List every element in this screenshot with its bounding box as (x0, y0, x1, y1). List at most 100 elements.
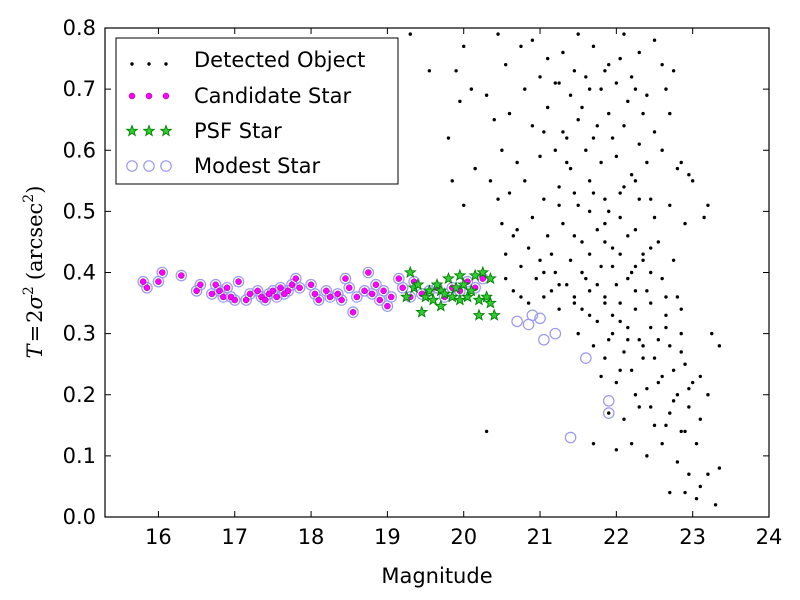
data-point (649, 246, 653, 250)
data-point (353, 293, 361, 301)
data-point (395, 275, 403, 282)
data-point (411, 277, 425, 291)
data-point (698, 417, 703, 421)
x-tick-label: 22 (603, 525, 630, 549)
y-tick-label: 0.7 (63, 77, 96, 101)
data-point (649, 405, 653, 409)
x-tick-label: 20 (450, 525, 477, 549)
data-point (599, 87, 603, 91)
data-point (445, 290, 459, 303)
data-point (526, 301, 531, 305)
data-point (139, 278, 147, 285)
data-point (610, 331, 615, 336)
data-point (565, 136, 569, 140)
data-point (263, 288, 275, 300)
data-point (377, 285, 390, 297)
data-point (296, 284, 303, 292)
data-point (576, 32, 580, 36)
data-point (698, 484, 703, 489)
data-point (326, 293, 334, 301)
data-point (633, 307, 638, 311)
data-point (361, 287, 368, 295)
data-point (155, 278, 162, 285)
data-point (427, 69, 432, 73)
data-point (706, 472, 710, 476)
data-point (542, 270, 546, 275)
data-point (351, 291, 363, 303)
data-point (343, 281, 356, 294)
data-point (568, 93, 573, 97)
data-point (622, 350, 626, 354)
data-point (618, 368, 622, 372)
data-point (503, 252, 508, 256)
data-point (664, 87, 668, 91)
data-point (462, 203, 466, 207)
x-tick-label: 21 (527, 525, 554, 549)
data-point (664, 295, 668, 299)
data-point (534, 276, 538, 281)
y-tick-label: 0.5 (63, 199, 96, 223)
data-point (607, 111, 611, 116)
data-point (216, 287, 223, 295)
data-point (675, 460, 680, 464)
y-tick-label: 0.4 (63, 261, 96, 285)
data-point (553, 148, 557, 152)
data-point (415, 305, 429, 318)
data-point (664, 313, 668, 317)
data-point (645, 289, 649, 293)
data-point (488, 179, 493, 183)
data-point (557, 283, 561, 287)
data-point (706, 393, 710, 397)
data-point (453, 268, 467, 282)
data-point (641, 111, 645, 116)
data-point (687, 405, 691, 409)
data-point (626, 276, 630, 281)
data-point (472, 308, 486, 321)
data-point (652, 38, 657, 42)
data-point (671, 368, 676, 372)
data-point (607, 62, 611, 67)
data-point (251, 285, 264, 297)
data-point (564, 431, 577, 444)
data-point (403, 265, 417, 278)
data-point (591, 344, 596, 348)
data-point (595, 319, 599, 324)
data-point (675, 295, 680, 299)
data-point (607, 209, 611, 214)
data-point (603, 221, 607, 226)
data-point (717, 466, 722, 470)
data-point (500, 148, 504, 152)
data-point (671, 258, 676, 262)
data-point (599, 160, 603, 165)
data-point (496, 197, 500, 201)
data-point (610, 264, 615, 269)
data-point (572, 191, 577, 195)
data-point (334, 290, 342, 298)
data-point (141, 281, 153, 294)
data-point (213, 285, 226, 297)
data-point (679, 307, 683, 311)
data-point (675, 166, 680, 171)
data-point (422, 284, 436, 297)
data-point (468, 268, 482, 282)
data-point (530, 38, 535, 42)
data-point (320, 285, 333, 297)
data-point (345, 284, 353, 292)
data-point (511, 289, 516, 293)
data-point (232, 275, 245, 288)
data-point (618, 191, 622, 195)
data-point (614, 448, 619, 452)
data-point (557, 81, 561, 85)
data-point (618, 252, 622, 256)
data-point (607, 338, 611, 342)
data-point (267, 285, 279, 297)
data-point (656, 380, 661, 385)
data-point (622, 32, 626, 36)
data-point (641, 356, 645, 360)
data-point (645, 160, 649, 165)
data-point (687, 472, 691, 476)
data-point (419, 290, 433, 303)
data-point (293, 281, 306, 294)
data-point (641, 258, 645, 262)
data-point (645, 454, 649, 458)
